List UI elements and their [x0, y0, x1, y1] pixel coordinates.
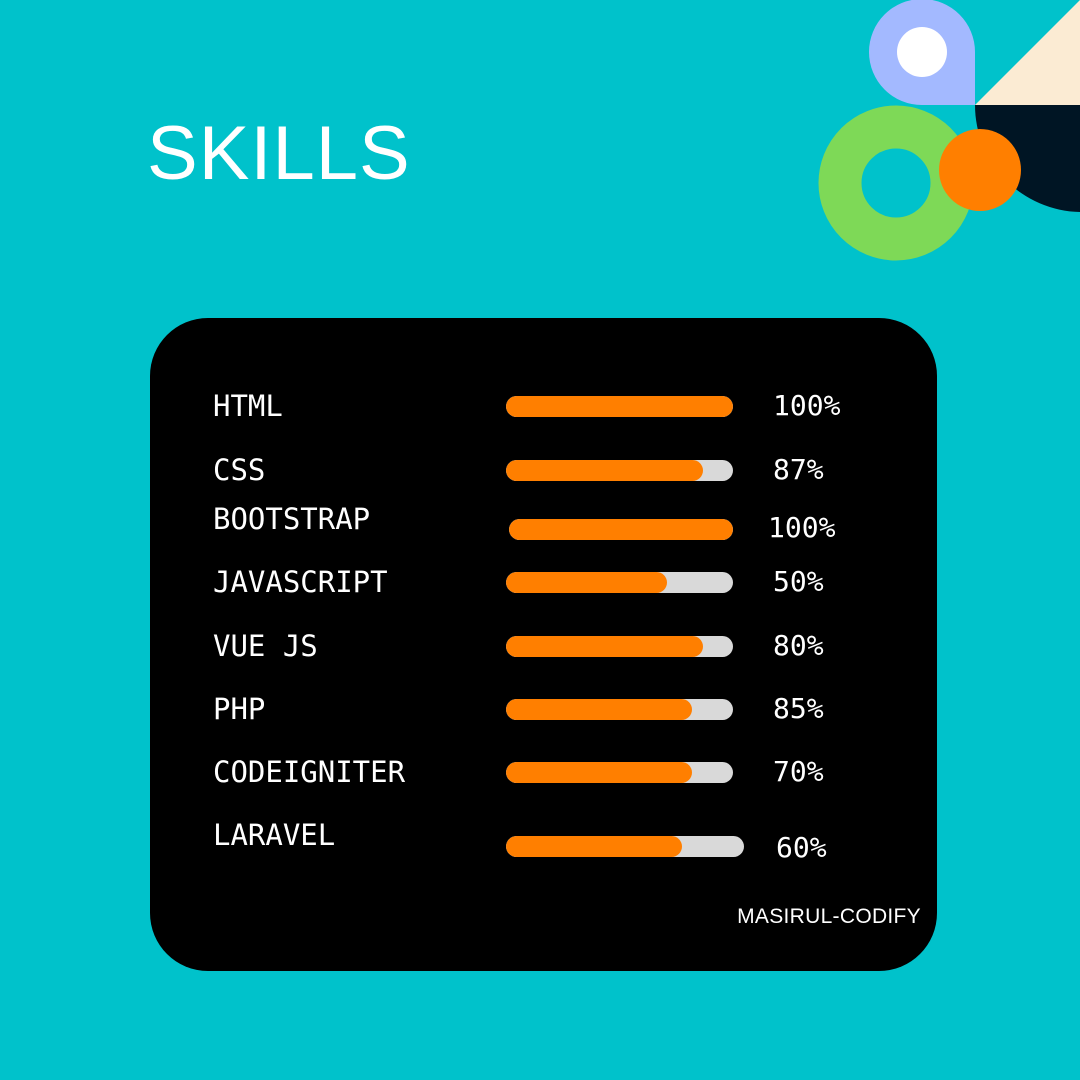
skill-name: VUE JS	[213, 629, 318, 663]
skill-progress-fill	[506, 762, 693, 783]
skill-percent: 60%	[776, 831, 827, 864]
navy-quarter-circle	[975, 105, 1080, 212]
skill-name: PHP	[213, 692, 266, 726]
green-ring	[818, 105, 974, 261]
decorative-shapes	[818, 0, 1080, 261]
skill-percent: 50%	[773, 565, 824, 598]
skill-progress-fill	[506, 396, 733, 417]
skill-percent: 70%	[773, 755, 824, 788]
skill-percent: 100%	[768, 511, 836, 544]
skill-progress-track	[506, 762, 733, 783]
skill-percent: 85%	[773, 692, 824, 725]
skill-progress-track	[506, 460, 733, 481]
skill-name: JAVASCRIPT	[213, 565, 388, 599]
skill-progress-fill	[506, 636, 704, 657]
skill-progress-track	[506, 636, 733, 657]
skill-progress-fill	[506, 699, 693, 720]
skill-progress-track	[509, 519, 733, 540]
skills-card: HTML 100% CSS 87% BOOTSTRAP 100% JAVASCRIPT 50%…	[150, 318, 937, 971]
skill-progress-fill	[509, 519, 733, 540]
skill-name: CODEIGNITER	[213, 755, 406, 789]
skill-progress-track	[506, 836, 744, 857]
skill-progress-fill	[506, 572, 668, 593]
skill-progress-fill	[506, 836, 683, 857]
skill-percent: 80%	[773, 629, 824, 662]
page-title: SKILLS	[147, 111, 411, 196]
orange-circle	[939, 129, 1021, 211]
skill-name: BOOTSTRAP	[213, 502, 371, 536]
skill-progress-track	[506, 699, 733, 720]
skill-progress-fill	[506, 460, 704, 481]
lavender-ring-hole	[897, 27, 947, 77]
credit-text: MASIRUL-CODIFY	[737, 905, 921, 928]
skill-name: CSS	[213, 453, 266, 487]
skill-progress-track	[506, 396, 733, 417]
skill-name: HTML	[213, 389, 283, 423]
skill-name: LARAVEL	[213, 818, 336, 852]
skill-percent: 100%	[773, 389, 841, 422]
cream-triangle	[975, 0, 1080, 105]
skill-progress-track	[506, 572, 733, 593]
skill-percent: 87%	[773, 453, 824, 486]
